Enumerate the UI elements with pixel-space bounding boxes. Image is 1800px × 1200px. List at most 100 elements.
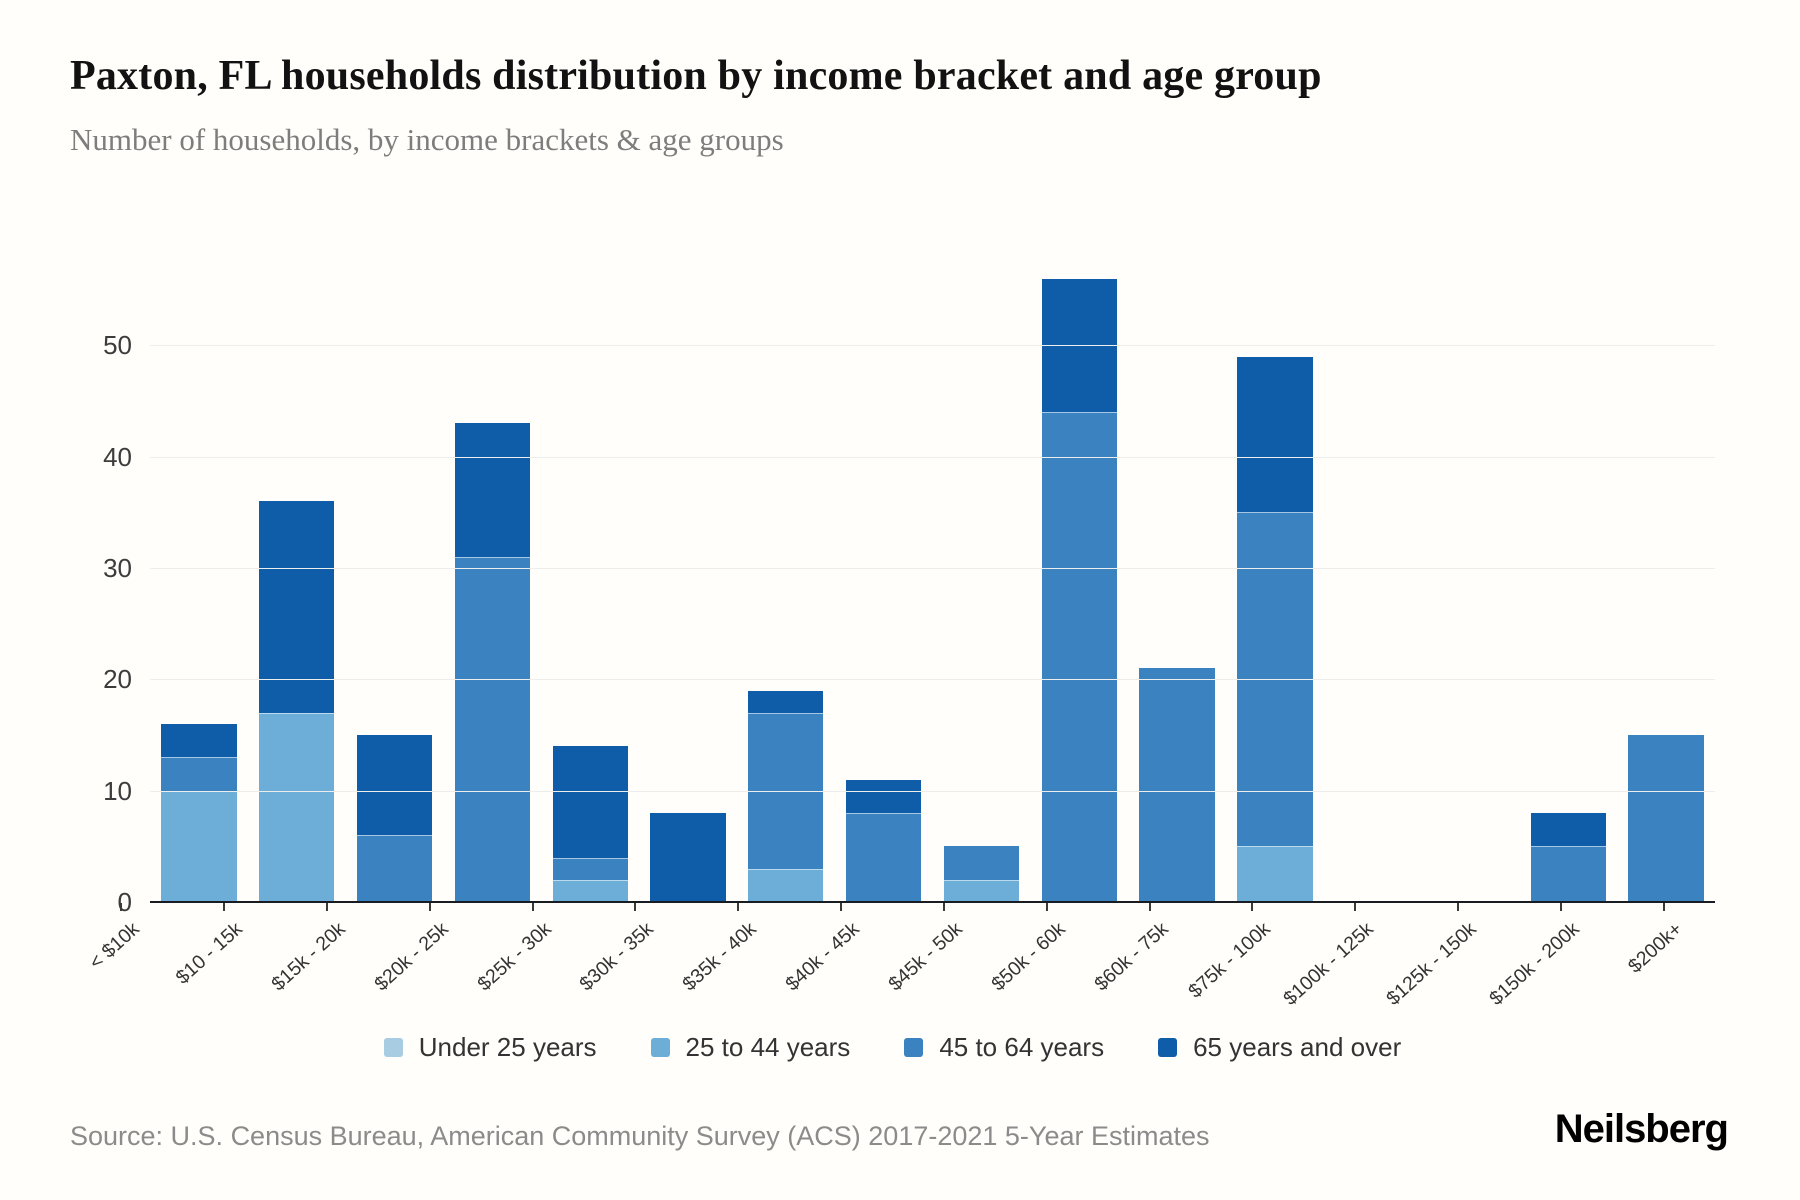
- stacked-bar-10: [1041, 278, 1117, 902]
- y-tick-label-50: 50: [103, 330, 132, 361]
- bar-segment: [552, 879, 628, 902]
- gridline-50: [150, 345, 1715, 347]
- legend-label: Under 25 years: [418, 1032, 597, 1062]
- x-tick-label: $200k+: [1623, 918, 1687, 978]
- bars-container: [150, 262, 1715, 902]
- bar-segment: [454, 423, 530, 557]
- bar-segment: [1139, 668, 1215, 902]
- x-tick-label: $60k - 75k: [1089, 918, 1173, 996]
- x-tick: [326, 903, 329, 911]
- x-tick-label: $50k - 60k: [987, 918, 1070, 996]
- bar-segment: [552, 857, 628, 880]
- x-tick-label: $15k - 20k: [267, 918, 350, 996]
- x-tick-label: $45k - 50k: [884, 918, 967, 996]
- stacked-bar-6: [650, 812, 726, 902]
- bar-slot: [248, 262, 346, 902]
- x-tick-label: < $10k: [85, 918, 145, 974]
- x-tick-label: $35k - 40k: [678, 918, 762, 996]
- x-axis-line: [150, 901, 1715, 903]
- chart-area: 0 10 20 30 40 50 < $10k $10 - 15k $15k - 20k $20…: [70, 262, 1715, 1063]
- bar-slot: [933, 262, 1031, 902]
- gridline-10: [150, 790, 1715, 792]
- stacked-bar-8: [845, 779, 922, 902]
- bar-slot: [1128, 262, 1226, 902]
- legend-item[interactable]: 25 to 44 years: [650, 1032, 851, 1063]
- bar-slot: [1324, 262, 1422, 902]
- bar-segment: [943, 846, 1020, 880]
- x-tick: [737, 903, 740, 911]
- gridline-40: [150, 456, 1715, 458]
- x-tick-label: $125k - 150k: [1382, 918, 1481, 1010]
- stacked-bar-16: [1628, 735, 1704, 902]
- neilsberg-logo: Neilsberg: [1554, 1107, 1729, 1151]
- bar-segment: [552, 746, 628, 858]
- x-tick: [223, 903, 226, 911]
- bar-segment: [259, 712, 335, 902]
- y-tick-label-10: 10: [103, 775, 132, 806]
- x-tick: [120, 903, 123, 911]
- bar-slot: [835, 262, 933, 902]
- stacked-bar-9: [943, 846, 1020, 902]
- x-tick-label: $10 - 15k: [171, 918, 247, 989]
- bar-segment: [454, 556, 530, 902]
- x-axis-labels: < $10k $10 - 15k $15k - 20k $20k - 25k $25k …: [70, 902, 1715, 1014]
- bar-segment: [356, 835, 433, 902]
- x-tick-label: $20k - 25k: [370, 918, 453, 996]
- x-tick-label: $100k - 125k: [1279, 918, 1378, 1010]
- chart-title: Paxton, FL households distribution by in…: [70, 53, 1322, 99]
- y-tick-label-30: 30: [103, 553, 132, 584]
- y-tick-label-20: 20: [103, 664, 132, 695]
- x-tick: [1456, 903, 1459, 911]
- legend-item[interactable]: Under 25 years: [383, 1032, 597, 1063]
- bar-segment: [356, 735, 433, 836]
- x-tick-label: $75k - 100k: [1184, 918, 1276, 1003]
- stacked-bar-3: [356, 735, 433, 902]
- x-tick: [634, 903, 637, 911]
- bar-slot: [1226, 262, 1324, 902]
- stacked-bar-4: [454, 423, 530, 902]
- x-tick: [1662, 903, 1665, 911]
- stacked-bar-1: [161, 723, 237, 902]
- legend-swatch-icon: [383, 1038, 403, 1057]
- legend-item[interactable]: 65 years and over: [1158, 1032, 1401, 1063]
- bar-segment: [161, 790, 237, 902]
- bar-segment: [845, 779, 922, 813]
- legend-item[interactable]: 45 to 64 years: [904, 1032, 1104, 1063]
- legend-label: 45 to 64 years: [939, 1032, 1105, 1062]
- plot-area: 0 10 20 30 40 50: [103, 262, 1715, 917]
- bar-slot: [1030, 262, 1128, 902]
- bar-segment: [161, 723, 237, 758]
- bar-segment: [1237, 356, 1313, 513]
- bar-segment: [259, 501, 335, 713]
- legend: Under 25 years 25 to 44 years 45 to 64 yea…: [70, 1032, 1715, 1063]
- x-tick: [1251, 903, 1254, 911]
- legend-swatch-icon: [650, 1038, 670, 1057]
- bar-segment: [1530, 846, 1606, 902]
- bar-slot: [1519, 262, 1617, 902]
- bar-slot: [541, 262, 639, 902]
- x-tick: [1354, 903, 1357, 911]
- stacked-bar-2: [259, 501, 335, 902]
- bar-segment: [943, 879, 1020, 902]
- chart-header: Paxton, FL households distribution by in…: [70, 52, 1715, 158]
- y-tick-label-40: 40: [103, 441, 132, 472]
- source-text: Source: U.S. Census Bureau, American Com…: [70, 1121, 1210, 1151]
- gridline-30: [150, 568, 1715, 570]
- bar-segment: [1041, 412, 1117, 902]
- bar-segment: [1628, 735, 1704, 902]
- stacked-bar-15: [1530, 812, 1606, 902]
- legend-label: 25 to 44 years: [685, 1032, 851, 1062]
- x-tick: [428, 903, 431, 911]
- legend-swatch-icon: [904, 1038, 924, 1057]
- bar-slot: [1617, 262, 1715, 902]
- x-tick-label: $40k - 45k: [781, 918, 864, 996]
- chart-footer: Source: U.S. Census Bureau, American Com…: [70, 1107, 1729, 1152]
- x-tick-label: $30k - 35k: [575, 918, 659, 996]
- bar-slot: [1422, 262, 1520, 902]
- bar-segment: [650, 812, 726, 902]
- bar-slot: [639, 262, 737, 902]
- bar-segment: [748, 868, 824, 902]
- x-tick: [1045, 903, 1048, 911]
- bar-slot: [443, 262, 541, 902]
- legend-swatch-icon: [1158, 1038, 1178, 1057]
